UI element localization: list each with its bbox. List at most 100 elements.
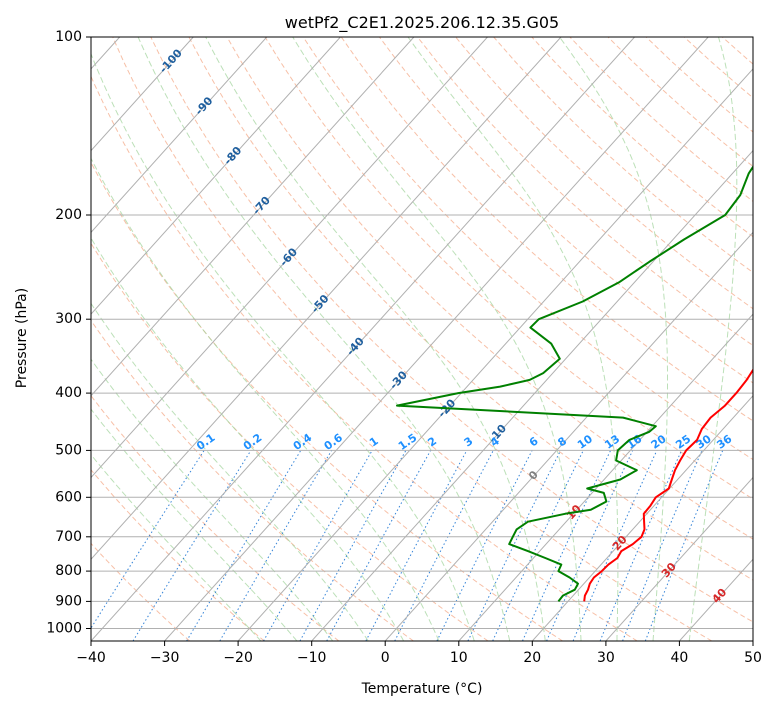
dry-adiabat (91, 161, 563, 641)
dry-adiabat (340, 37, 753, 422)
isotherm-line (752, 640, 753, 641)
dry-adiabat (91, 394, 340, 641)
x-tick-label: 50 (744, 650, 762, 666)
y-axis-title: Pressure (hPa) (14, 288, 30, 388)
mixing-ratio-label: 3 (462, 434, 476, 449)
grid-lines (91, 36, 753, 629)
dry-adiabat (645, 37, 753, 133)
dry-adiabat (455, 37, 753, 310)
mixing-ratio-label: 2 (425, 434, 439, 449)
moist-adiabat (91, 52, 475, 641)
dry-adiabat (188, 37, 753, 581)
isotherm-line (91, 37, 341, 315)
mixing-ratio-line (91, 450, 205, 629)
y-tick-label: 700 (55, 529, 82, 545)
isotherm-line (384, 231, 753, 641)
dry-adiabat (683, 37, 753, 99)
x-tick-label: 30 (597, 650, 615, 666)
y-tick-label: 100 (55, 29, 82, 45)
mixing-ratio-line (622, 450, 703, 641)
isotherm-line (164, 37, 709, 641)
mixing-ratio-line (186, 450, 302, 641)
dry-adiabat (91, 242, 489, 641)
moist-adiabat (407, 37, 619, 641)
isotherm-line (91, 37, 635, 641)
mixing-ratio-line (644, 450, 724, 641)
mixing-ratio-line (299, 450, 407, 641)
dry-adiabat (302, 37, 753, 461)
moist-adiabat (91, 453, 262, 641)
mixing-ratio-line (365, 450, 468, 641)
x-axis-ticks: −40 −30 −20 −10 0 10 20 30 40 50 (76, 641, 762, 666)
moist-adiabat (205, 37, 546, 641)
x-tick-label: −10 (297, 650, 327, 666)
dry-adiabat (91, 319, 414, 641)
mixing-ratio-line (132, 450, 252, 641)
mixing-ratio-label: 1.5 (396, 431, 419, 453)
isotherm-line (91, 37, 194, 152)
dry-adiabat (607, 37, 753, 168)
y-axis-ticks: 100 200 300 400 500 600 700 800 900 1000 (46, 29, 91, 637)
mixing-ratio-line (326, 450, 432, 641)
moist-adiabat (91, 358, 334, 641)
y-tick-label: 600 (55, 489, 82, 505)
isotherm-line (679, 558, 753, 641)
moist-adiabat (91, 408, 298, 641)
moist-adiabat (292, 37, 582, 641)
moist-adiabat (91, 157, 440, 641)
dewpoint-profile-line (396, 165, 753, 603)
mixing-ratio-label: 6 (527, 434, 541, 449)
mixing-ratio-line (546, 450, 634, 641)
mixing-ratio-label: 0.6 (322, 431, 346, 453)
dry-adiabat (112, 37, 713, 641)
dry-adiabat (91, 75, 638, 641)
mixing-ratio-label: 0.4 (291, 431, 315, 453)
isotherm-line (91, 37, 562, 560)
mixing-ratio-label: 10 (575, 432, 595, 452)
isotherm-line (311, 149, 753, 641)
dry-adiabat (91, 469, 265, 641)
isotherm-line (605, 476, 753, 641)
dry-adiabat (150, 37, 753, 623)
y-tick-label: 1000 (46, 621, 82, 637)
mixing-ratio-line (572, 450, 658, 641)
mixing-ratio-label: 0.1 (194, 431, 217, 453)
mixing-ratio-label: 1 (367, 434, 381, 449)
profile-series (396, 165, 753, 603)
moist-adiabat (559, 37, 668, 641)
x-tick-label: −40 (76, 650, 106, 666)
isotherm-line (91, 37, 488, 479)
dry-adiabat (264, 37, 753, 500)
isotherm-line (531, 395, 753, 641)
moist-adiabat (91, 302, 369, 641)
mixing-ratio-label: 8 (555, 434, 569, 449)
y-tick-label: 200 (55, 207, 82, 223)
x-axis-title: Temperature (°C) (361, 681, 483, 697)
x-tick-label: 40 (670, 650, 688, 666)
x-tick-label: 20 (523, 650, 541, 666)
isotherm-line (91, 37, 268, 234)
isotherm-line (237, 68, 753, 641)
moist-adiabat (91, 237, 405, 641)
mixing-ratio-label: 0.2 (241, 431, 264, 453)
y-tick-label: 300 (55, 311, 82, 327)
background-reference-lines (91, 37, 753, 641)
y-tick-label: 900 (55, 593, 82, 609)
mixing-ratio-line (394, 450, 494, 641)
x-tick-label: 0 (381, 650, 390, 666)
moist-adiabat (688, 37, 738, 641)
dry-adiabat (378, 37, 753, 384)
dry-adiabat (226, 37, 753, 540)
isotherm-line (458, 313, 753, 641)
dry-adiabat (493, 37, 753, 274)
x-tick-label: −30 (150, 650, 180, 666)
chart-title: wetPf2_C2E1.2025.206.12.35.G05 (285, 13, 559, 33)
mixing-ratio-line (263, 450, 373, 641)
moist-adiabat (137, 37, 511, 641)
x-tick-label: −20 (223, 650, 253, 666)
plot-frame (90, 36, 754, 642)
temperature-profile-line (583, 368, 753, 602)
mixing-ratio-labels: 0.1 0.2 0.4 0.6 1 1.5 2 3 4 6 8 10 13 16 20 25 30 36 (194, 431, 735, 453)
x-tick-label: 10 (450, 650, 468, 666)
